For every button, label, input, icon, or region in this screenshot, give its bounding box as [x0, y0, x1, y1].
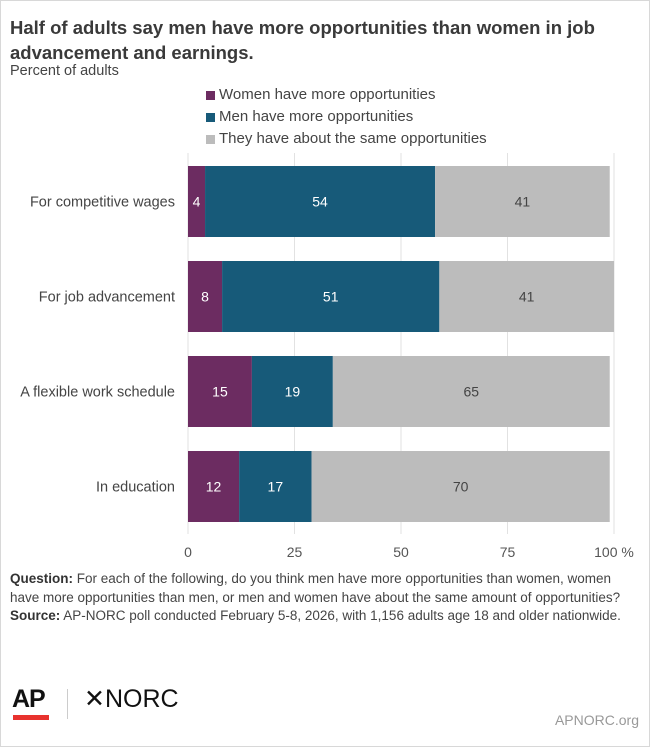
x-tick-label: 100 % — [594, 544, 634, 560]
data-label: 65 — [464, 384, 480, 400]
x-tick-label: 0 — [184, 544, 192, 560]
bar-segment — [188, 166, 206, 237]
question-label: Question: — [10, 571, 73, 586]
chart-title: Half of adults say men have more opportu… — [10, 17, 595, 63]
legend-swatch — [206, 134, 215, 144]
data-label: 70 — [453, 479, 469, 495]
norc-logo: ✕NORC — [84, 685, 179, 713]
data-label: 8 — [201, 289, 209, 305]
data-label: 51 — [323, 289, 339, 305]
logo-divider — [67, 689, 68, 719]
data-label: 19 — [285, 384, 301, 400]
category-label: In education — [96, 480, 175, 496]
legend-label: They have about the same opportunities — [219, 130, 487, 147]
legend-item-men: Men have more opportunities — [206, 106, 487, 128]
question-text: For each of the following, do you think … — [10, 571, 621, 605]
data-label: 54 — [312, 194, 328, 210]
bar-segment — [332, 356, 610, 427]
bar-segment — [222, 261, 440, 332]
norc-star-icon: ✕ — [84, 685, 105, 713]
notes: Question: For each of the following, do … — [10, 570, 640, 626]
bar-segment — [205, 166, 436, 237]
data-label: 41 — [519, 289, 535, 305]
legend-item-women: Women have more opportunities — [206, 84, 487, 106]
ap-logo-bar — [13, 715, 49, 720]
legend: Women have more opportunities Men have m… — [206, 84, 487, 150]
site-link[interactable]: APNORC.org — [554, 712, 639, 728]
legend-label: Men have more opportunities — [219, 108, 414, 125]
x-tick-label: 25 — [287, 544, 303, 560]
data-label: 17 — [268, 479, 284, 495]
data-label: 15 — [212, 384, 228, 400]
bar-segment — [251, 356, 333, 427]
bar-segment — [311, 451, 610, 522]
category-label: For competitive wages — [30, 195, 175, 211]
bar-segment — [188, 261, 223, 332]
legend-swatch — [206, 90, 215, 100]
x-tick-label: 75 — [500, 544, 516, 560]
source-note: Source: AP-NORC poll conducted February … — [10, 607, 640, 626]
question-note: Question: For each of the following, do … — [10, 570, 640, 607]
bar-segment — [239, 451, 312, 522]
source-text: AP-NORC poll conducted February 5-8, 202… — [60, 608, 621, 623]
category-label: For job advancement — [39, 290, 175, 306]
data-label: 41 — [515, 194, 531, 210]
chart-subtitle: Percent of adults — [10, 63, 119, 79]
x-tick-label: 50 — [393, 544, 409, 560]
data-label: 4 — [193, 194, 201, 210]
bar-segment — [188, 356, 252, 427]
bar-segment — [435, 166, 610, 237]
source-label: Source: — [10, 608, 61, 623]
ap-logo: AP — [12, 685, 46, 713]
legend-swatch — [206, 112, 215, 122]
category-label: A flexible work schedule — [20, 385, 175, 401]
legend-label: Women have more opportunities — [219, 86, 436, 103]
bar-chart: 0 25 50 75 100 % For competitive wages 4 54 41 Fo… — [20, 153, 634, 560]
legend-item-same: They have about the same opportunities — [206, 128, 487, 150]
data-label: 12 — [206, 479, 222, 495]
bar-segment — [439, 261, 614, 332]
bar-segment — [188, 451, 240, 522]
